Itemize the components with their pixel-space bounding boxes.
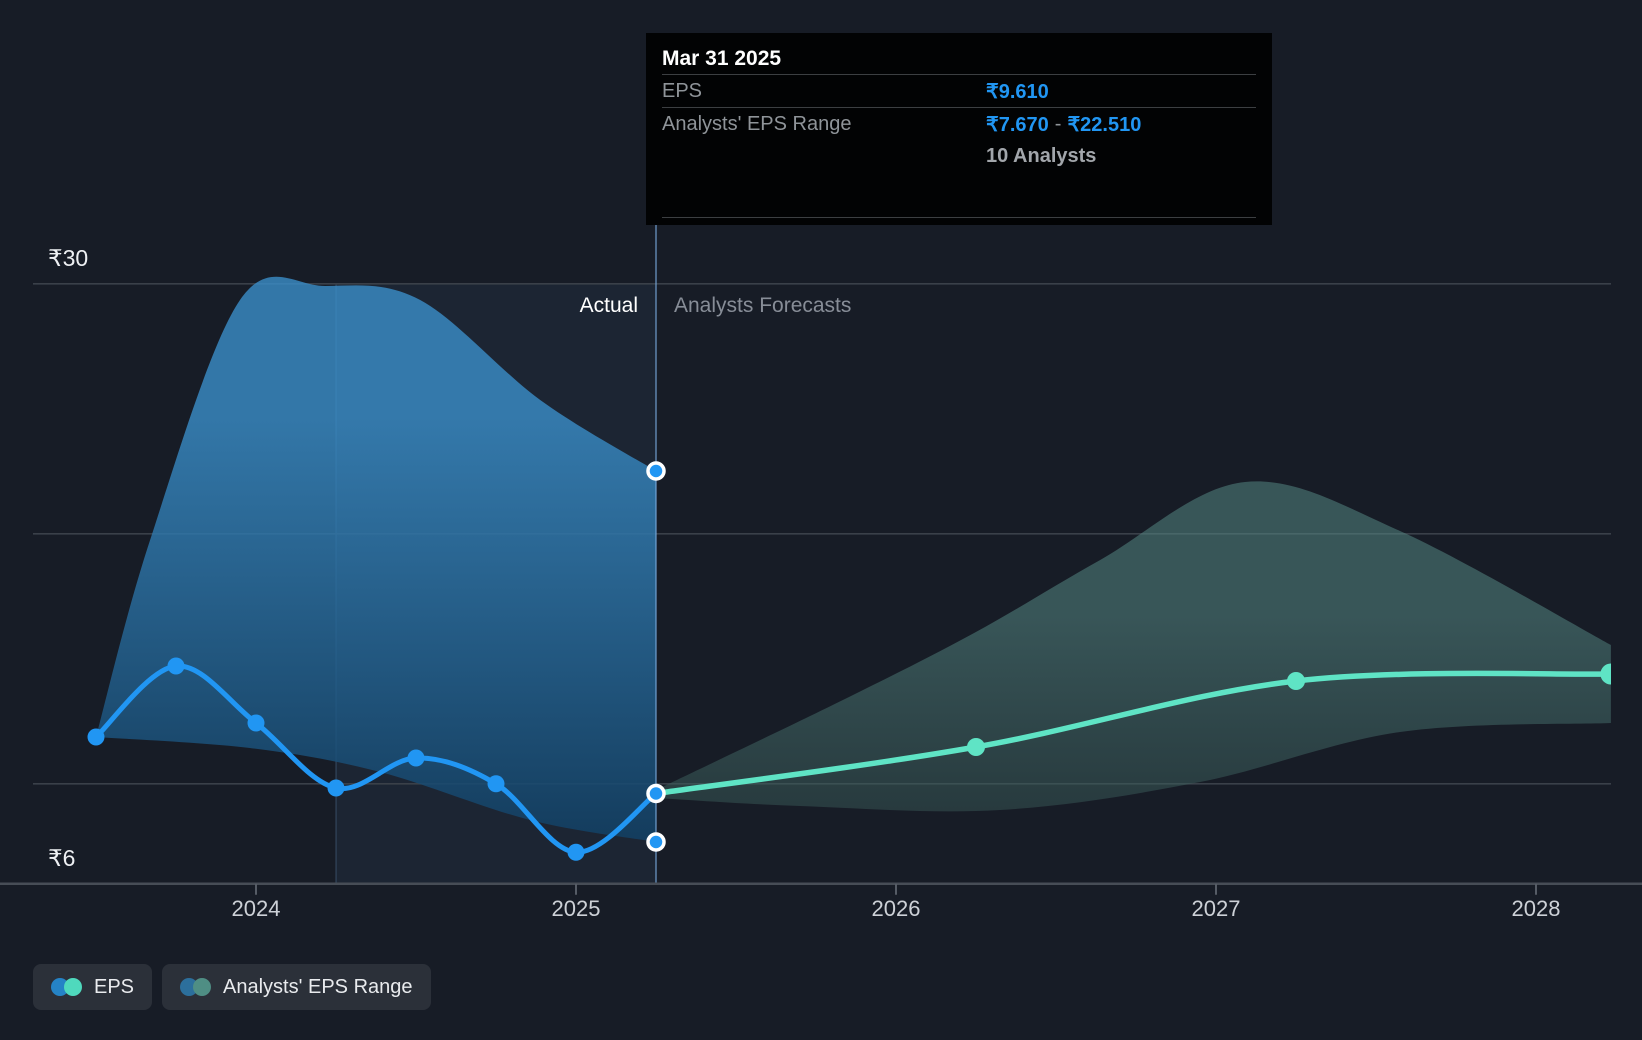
eps-forecast-point[interactable] [1287,672,1305,690]
phase-label-forecast: Analysts Forecasts [674,294,852,317]
eps-series-icon [51,978,82,996]
tooltip-divider [662,217,1256,218]
y-axis-label: ₹6 [48,844,76,871]
tooltip-range-row: Analysts' EPS Range ₹7.670 - ₹22.510 [662,107,1256,140]
legend-item-label: Analysts' EPS Range [223,975,413,998]
tooltip-analysts-count: 10 Analysts [986,144,1097,167]
eps-forecast-point[interactable] [967,738,985,756]
eps-forecast-line [653,670,1611,797]
highlighted-point[interactable] [646,832,666,852]
tooltip-range-low: ₹7.670 [986,113,1049,136]
highlighted-point[interactable] [646,461,666,481]
eps-actual-point[interactable] [487,775,505,793]
x-axis-label: 2028 [1511,896,1561,921]
tooltip-range-label: Analysts' EPS Range [662,112,852,135]
eps-actual-point[interactable] [167,657,185,675]
analysts-eps-range-band-actual [96,276,656,842]
tooltip-range-high: ₹22.510 [1067,113,1142,136]
eps-actual-point[interactable] [327,779,345,797]
eps-actual-point[interactable] [87,728,105,746]
x-axis-label: 2025 [551,896,601,921]
eps-forecast-end-marker [1600,663,1611,685]
highlighted-point[interactable] [646,783,666,804]
y-axis-label: ₹30 [48,244,89,271]
x-axis-label: 2027 [1191,896,1241,921]
x-axis-label: 2024 [231,896,281,921]
tooltip-eps-row: EPS ₹9.610 [662,74,1256,107]
x-axis-label: 2026 [871,896,921,921]
tooltip-analysts-row: 10 Analysts [662,140,1256,172]
tooltip-date: Mar 31 2025 [662,47,782,70]
legend-item-analysts-eps-range[interactable]: Analysts' EPS Range [162,964,431,1010]
legend-item-label: EPS [94,975,135,998]
analysts-eps-range-band-forecast [656,481,1611,812]
eps-actual-point[interactable] [247,714,265,732]
eps-actual-point[interactable] [567,843,585,861]
tooltip-eps-value: ₹9.610 [986,80,1049,103]
legend-item-eps[interactable]: EPS [33,964,153,1010]
phase-label-actual: Actual [579,294,638,317]
tooltip-eps-label: EPS [662,79,703,102]
chart-legend: EPS Analysts' EPS Range [33,964,431,1010]
chart-tooltip: Mar 31 2025 EPS ₹9.610 Analysts' EPS Ran… [646,33,1272,225]
tooltip-range-separator: - [1054,112,1062,135]
eps-range-series-icon [180,978,212,996]
eps-actual-point[interactable] [407,749,425,767]
